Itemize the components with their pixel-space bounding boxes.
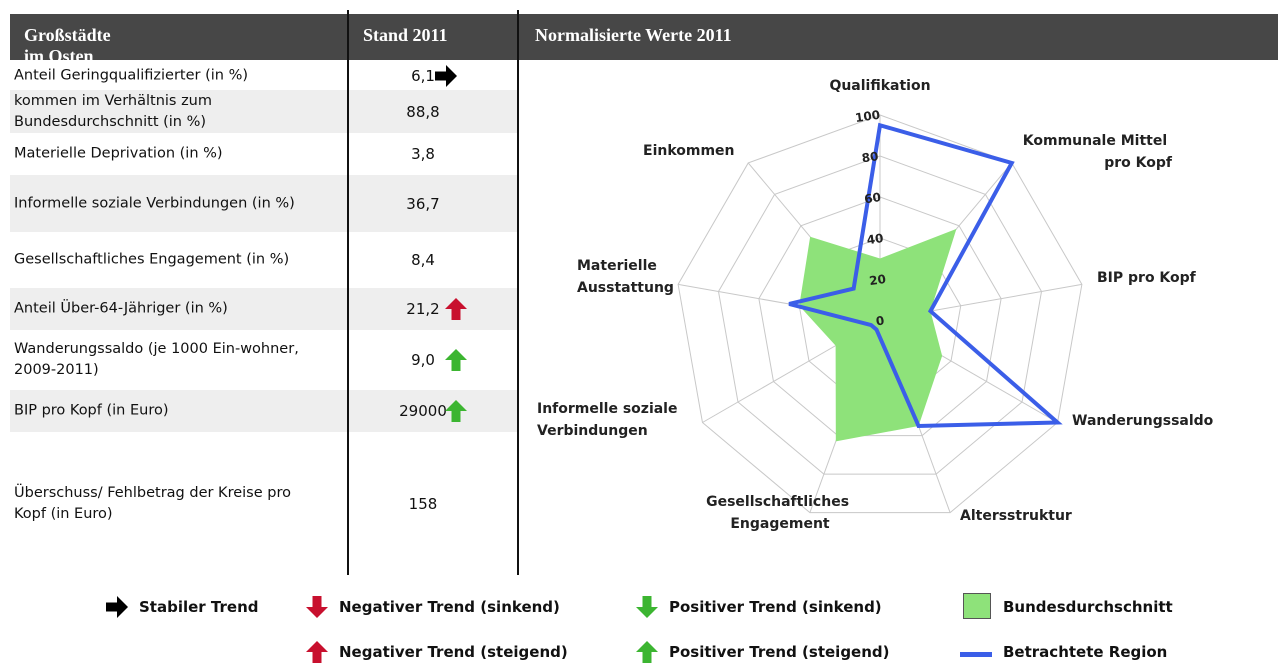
table-row: Wanderungssaldo (je 1000 Ein-wohner, 200… bbox=[10, 330, 518, 390]
legend-label: Positiver Trend (sinkend) bbox=[669, 598, 882, 616]
table-row: Gesellschaftliches Engagement (in %) 8,4 bbox=[10, 232, 518, 288]
arrow bbox=[636, 596, 658, 618]
header-title: Normalisierte Werte 2011 bbox=[535, 25, 732, 45]
trend-icon bbox=[306, 596, 328, 618]
axis-label: Informelle soziale Verbindungen bbox=[537, 401, 682, 439]
trend-icon bbox=[636, 641, 658, 663]
trend-icon bbox=[435, 65, 457, 87]
arrow bbox=[306, 596, 328, 618]
axis-label: Einkommen bbox=[643, 143, 735, 159]
row-label: Anteil Über-64-Jähriger (in %) bbox=[14, 300, 228, 317]
column-divider bbox=[347, 10, 349, 575]
legend-label: Betrachtete Region bbox=[1003, 643, 1168, 661]
r-tick-label: 80 bbox=[861, 149, 879, 165]
column-divider bbox=[517, 10, 519, 575]
arrow bbox=[306, 641, 328, 663]
legend-label: Negativer Trend (sinkend) bbox=[339, 598, 560, 616]
arrow bbox=[106, 596, 128, 618]
arrow bbox=[435, 65, 457, 87]
trend-icon bbox=[306, 641, 328, 663]
axis-label: BIP pro Kopf bbox=[1097, 270, 1197, 286]
radar-chart: 0 20 40 60 80 100 Qualifikation Kommunale Mitte… bbox=[537, 78, 1214, 532]
r-tick-label: 60 bbox=[863, 190, 881, 206]
row-value: 3,8 bbox=[411, 145, 435, 163]
legend-label: Stabiler Trend bbox=[139, 598, 259, 616]
trend-icon bbox=[445, 400, 467, 422]
table-row: Anteil Geringqualifizierter (in %) 6,1 bbox=[10, 62, 518, 90]
header-title: Stand 2011 bbox=[363, 25, 448, 45]
table-row: Überschuss/ Fehlbetrag der Kreise pro Ko… bbox=[10, 432, 518, 575]
r-tick-label: 0 bbox=[875, 313, 885, 328]
row-value: 21,2 bbox=[406, 300, 440, 318]
trend-icon bbox=[106, 596, 128, 618]
axis-label: Altersstruktur bbox=[960, 508, 1072, 524]
table-row: Informelle soziale Verbindungen (in %) 36… bbox=[10, 175, 518, 232]
axis-label: Kommunale Mittel pro Kopf bbox=[1023, 133, 1173, 171]
arrow bbox=[636, 641, 658, 663]
line bbox=[788, 122, 1063, 428]
legend-label: Bundesdurchschnitt bbox=[1003, 598, 1173, 616]
row-label: Informelle soziale Verbindungen (in %) bbox=[14, 195, 295, 211]
table-row: Materielle Deprivation (in %) 3,8 bbox=[10, 133, 518, 175]
row-value: 29000 bbox=[399, 402, 447, 420]
row-value: 9,0 bbox=[411, 351, 435, 369]
trend-icon bbox=[445, 349, 467, 371]
grid-ring bbox=[677, 114, 1083, 514]
arrow bbox=[445, 298, 467, 320]
r-tick-label: 40 bbox=[866, 231, 884, 247]
arrow bbox=[445, 400, 467, 422]
legend-label: Negativer Trend (steigend) bbox=[339, 643, 568, 661]
r-tick-label: 20 bbox=[868, 272, 886, 288]
row-label: Anteil Geringqualifizierter (in %) bbox=[14, 67, 249, 84]
axis-label: Gesellschaftliches Engagement bbox=[706, 494, 854, 532]
table-row: BIP pro Kopf (in Euro) 29000 bbox=[10, 390, 518, 432]
r-tick-label: 100 bbox=[854, 108, 881, 125]
row-label: BIP pro Kopf (in Euro) bbox=[14, 402, 169, 419]
table-row: kommen im Verhältnis zum Bundesdurchschn… bbox=[10, 90, 518, 133]
table-row: Anteil Über-64-Jähriger (in %) 21,2 bbox=[10, 288, 518, 330]
axis-label: Wanderungssaldo bbox=[1072, 413, 1214, 429]
legend-label: Positiver Trend (steigend) bbox=[669, 643, 890, 661]
row-value: 36,7 bbox=[406, 194, 440, 213]
arrow bbox=[445, 349, 467, 371]
row-value: 8,4 bbox=[411, 251, 435, 269]
axis-label: Materielle Ausstattung bbox=[577, 258, 674, 296]
row-label: kommen im Verhältnis zum Bundesdurchschn… bbox=[14, 92, 213, 130]
row-label: Überschuss/ Fehlbetrag der Kreise pro Ko… bbox=[14, 484, 291, 522]
row-label: Wanderungssaldo (je 1000 Ein-wohner, 200… bbox=[14, 341, 299, 378]
trend-icon bbox=[445, 298, 467, 320]
row-value: 6,1 bbox=[411, 67, 435, 85]
header-title: Großstädte im Osten bbox=[24, 25, 111, 66]
axis-label: Qualifikation bbox=[829, 78, 930, 94]
grid-ring bbox=[717, 155, 1043, 475]
header-bar bbox=[10, 14, 1278, 60]
legend-swatch bbox=[960, 652, 992, 657]
row-value: 158 bbox=[408, 494, 438, 513]
row-value: 88,8 bbox=[406, 102, 440, 121]
trend-icon bbox=[636, 596, 658, 618]
legend-swatch bbox=[963, 593, 991, 619]
grid-ring bbox=[758, 196, 1002, 437]
row-label: Gesellschaftliches Engagement (in %) bbox=[14, 251, 290, 268]
row-label: Materielle Deprivation (in %) bbox=[14, 145, 223, 162]
